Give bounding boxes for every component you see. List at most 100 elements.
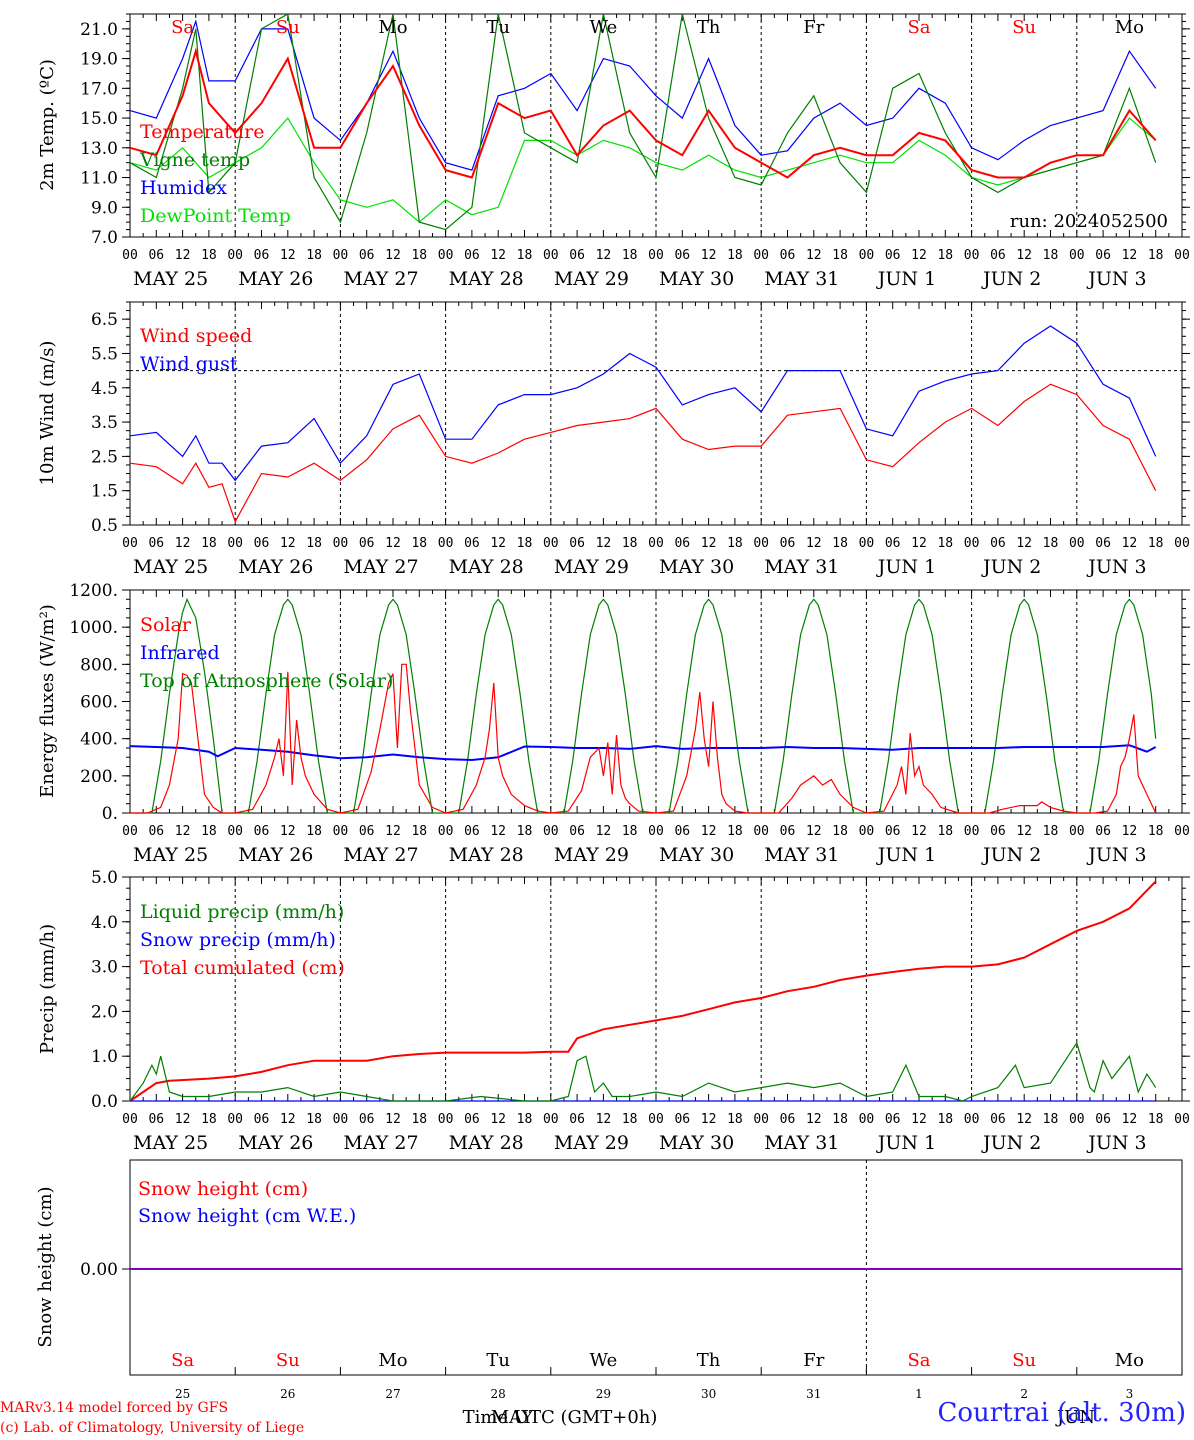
hour-tick-label: 12 (175, 1112, 191, 1127)
hour-tick-label: 06 (359, 536, 375, 551)
hour-tick-label: 18 (517, 824, 533, 839)
y-tick-label: 7.0 (91, 228, 118, 248)
hour-tick-label: 12 (806, 248, 822, 263)
date-label: JUN 1 (876, 844, 936, 866)
y-tick-label: 1.5 (91, 482, 118, 502)
hour-tick-label: 12 (175, 824, 191, 839)
date-label: MAY 25 (133, 1132, 208, 1154)
hour-tick-label: 12 (175, 248, 191, 263)
day-number-label: 1 (915, 1387, 923, 1401)
hour-tick-label: 00 (753, 536, 769, 551)
hour-tick-label: 12 (385, 1112, 401, 1127)
hour-tick-label: 12 (701, 536, 717, 551)
weekday-label: Fr (803, 1350, 824, 1371)
y-tick-label: 11.0 (80, 169, 118, 189)
hour-tick-label: 00 (122, 536, 138, 551)
hour-tick-label: 12 (1016, 536, 1032, 551)
y-tick-label: 3.0 (91, 958, 118, 978)
hour-tick-label: 18 (411, 536, 427, 551)
hour-tick-label: 00 (859, 248, 875, 263)
hour-tick-label: 18 (1043, 536, 1059, 551)
hour-tick-label: 06 (359, 1112, 375, 1127)
hour-tick-label: 18 (201, 1112, 217, 1127)
hour-tick-label: 06 (148, 1112, 164, 1127)
hour-tick-label: 06 (1095, 536, 1111, 551)
date-label: MAY 31 (764, 556, 839, 578)
y-tick-label: 0.00 (80, 1260, 118, 1280)
hour-tick-label: 00 (227, 536, 243, 551)
series-line-infrared (129, 744, 1157, 762)
hour-tick-label: 00 (227, 824, 243, 839)
hour-tick-label: 00 (543, 1112, 559, 1127)
hour-tick-label: 00 (859, 536, 875, 551)
y-tick-label: 0. (102, 804, 118, 824)
panel-frame-2m-temp (129, 13, 1183, 238)
hour-tick-label: 06 (990, 248, 1006, 263)
y-axis-title: Precip (mm/h) (37, 924, 58, 1054)
hour-tick-label: 06 (990, 536, 1006, 551)
hour-tick-label: 18 (517, 1112, 533, 1127)
hour-tick-label: 00 (543, 536, 559, 551)
hour-tick-label: 06 (359, 824, 375, 839)
hour-tick-label: 06 (254, 824, 270, 839)
y-axis-title: Snow height (cm) (35, 1186, 56, 1347)
legend-entry: Top of Atmosphere (Solar) (140, 670, 393, 692)
y-tick-label: 2.0 (91, 1002, 118, 1022)
hour-tick-label: 06 (885, 1112, 901, 1127)
legend-entry: Total cumulated (cm) (140, 957, 345, 979)
hour-tick-label: 06 (885, 824, 901, 839)
date-label: JUN 3 (1086, 268, 1146, 290)
date-label: MAY 30 (659, 1132, 734, 1154)
weekday-label: Fr (803, 17, 824, 38)
hour-tick-label: 12 (701, 248, 717, 263)
hour-tick-label: 18 (727, 1112, 743, 1127)
hour-tick-label: 00 (648, 536, 664, 551)
date-label: JUN 2 (981, 1132, 1041, 1154)
date-label: MAY 29 (554, 268, 629, 290)
hour-tick-label: 18 (201, 536, 217, 551)
day-number-label: 28 (491, 1387, 506, 1401)
legend-entry: DewPoint Temp (140, 205, 291, 227)
date-label: MAY 29 (554, 556, 629, 578)
date-label: MAY 26 (238, 1132, 313, 1154)
y-tick-label: 0.0 (91, 1092, 118, 1112)
day-number-label: 29 (596, 1387, 611, 1401)
y-tick-label: 600. (80, 693, 118, 713)
weekday-label: We (590, 1350, 618, 1371)
hour-tick-label: 12 (911, 1112, 927, 1127)
hour-tick-label: 00 (964, 248, 980, 263)
hour-tick-label: 18 (1043, 824, 1059, 839)
day-number-label: 26 (280, 1387, 295, 1401)
hour-tick-label: 18 (306, 248, 322, 263)
legend-entry: Vigne temp (139, 149, 250, 171)
y-tick-label: 9.0 (91, 198, 118, 218)
weekday-label: Su (276, 1350, 300, 1371)
hour-tick-label: 18 (937, 536, 953, 551)
date-label: MAY 27 (343, 844, 418, 866)
y-tick-label: 5.0 (91, 868, 118, 888)
legend-entry: Wind gust (140, 353, 238, 375)
hour-tick-label: 06 (464, 1112, 480, 1127)
y-axis-title: 10m Wind (m/s) (37, 341, 58, 486)
hour-tick-label: 00 (438, 536, 454, 551)
y-axis-title: 2m Temp. (ºC) (37, 59, 58, 191)
hour-tick-label: 18 (1043, 1112, 1059, 1127)
hour-tick-label: 00 (964, 1112, 980, 1127)
hour-tick-label: 06 (885, 536, 901, 551)
hour-tick-label: 00 (333, 536, 349, 551)
date-label: JUN 2 (981, 844, 1041, 866)
x-axis-title: Time UTC (GMT+0h) (463, 1407, 658, 1428)
hour-tick-label: 06 (990, 1112, 1006, 1127)
hour-tick-label: 12 (490, 824, 506, 839)
weekday-label: Sa (907, 1350, 930, 1371)
series-line-solar (130, 663, 1157, 814)
hour-tick-label: 00 (543, 824, 559, 839)
lab-credit: (c) Lab. of Climatology, University of L… (0, 1420, 305, 1436)
hour-tick-label: 00 (1069, 536, 1085, 551)
date-label: MAY 26 (238, 268, 313, 290)
hour-tick-label: 00 (1069, 248, 1085, 263)
hour-tick-label: 12 (1122, 248, 1138, 263)
hour-tick-label: 18 (622, 824, 638, 839)
hour-tick-label: 18 (727, 536, 743, 551)
y-axis-title: Energy fluxes (W/m²) (37, 604, 58, 798)
